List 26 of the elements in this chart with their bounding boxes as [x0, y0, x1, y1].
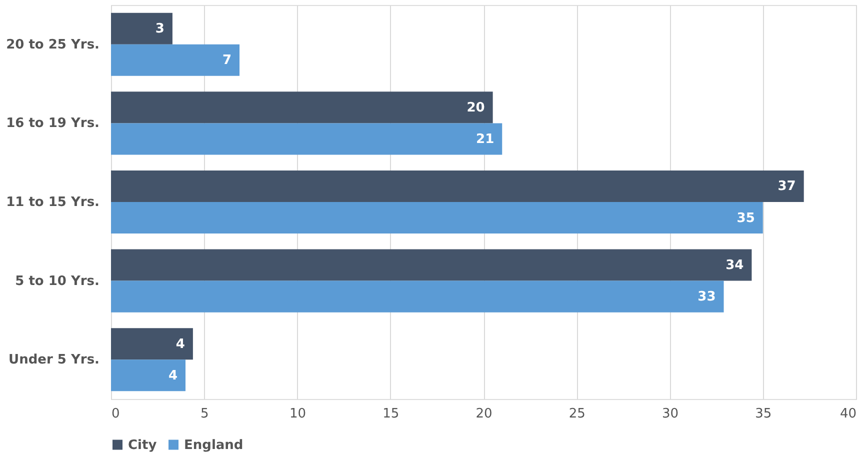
data-label: 20 [466, 100, 485, 116]
data-label: 35 [736, 210, 755, 226]
data-label: 21 [476, 132, 494, 147]
data-label: 4 [168, 368, 178, 384]
x-tick-label: 25 [568, 406, 586, 422]
legend-label: City [128, 438, 158, 453]
x-tick-label: 5 [200, 406, 209, 422]
y-tick-label: 16 to 19 Yrs. [6, 116, 100, 132]
x-tick-label: 20 [476, 406, 492, 422]
data-label: 37 [778, 179, 796, 194]
x-tick-label: 30 [662, 406, 679, 422]
data-label: 33 [698, 290, 716, 305]
data-label: 34 [726, 258, 744, 274]
y-tick-label: Under 5 Yrs. [8, 352, 100, 368]
y-tick-label: 5 to 10 Yrs. [15, 274, 100, 289]
data-label: 4 [176, 336, 185, 352]
legend-label: England [184, 438, 244, 453]
x-tick-label: 40 [840, 406, 856, 422]
y-tick-label: 11 to 15 Yrs. [6, 195, 100, 210]
x-tick-label: 0 [112, 406, 120, 422]
y-tick-label: 20 to 25 Yrs. [6, 37, 100, 52]
x-tick-label: 15 [382, 406, 400, 422]
x-tick-label: 35 [755, 406, 772, 422]
data-label: 7 [222, 53, 232, 68]
data-label: 3 [155, 22, 164, 37]
x-tick-label: 10 [289, 406, 306, 422]
